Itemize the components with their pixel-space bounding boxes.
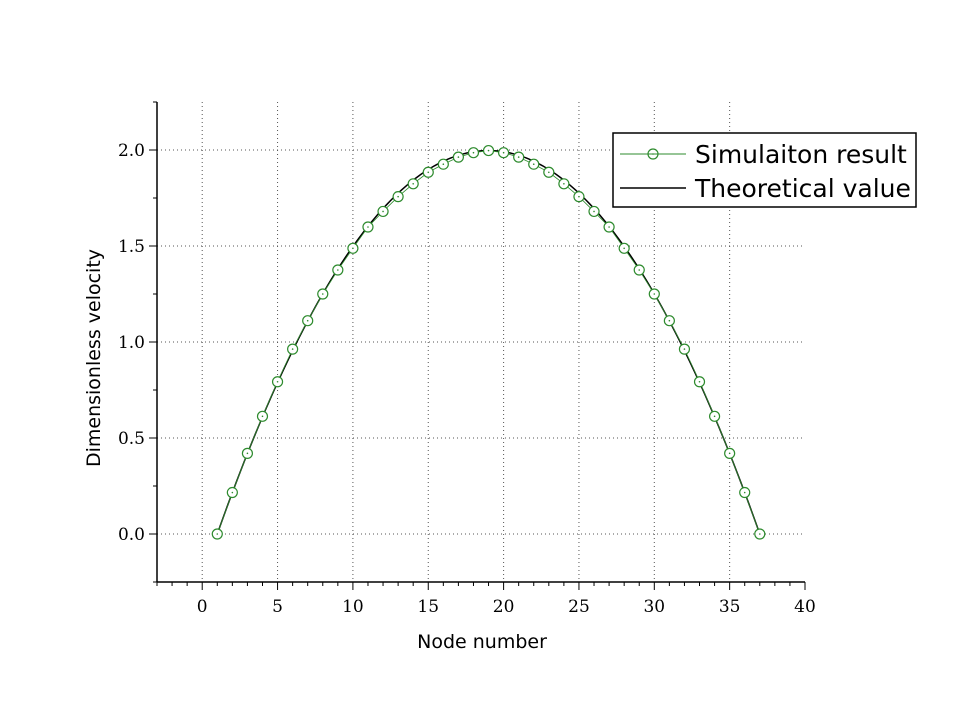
x-tick-label: 5 bbox=[272, 597, 283, 617]
simulation-point-center bbox=[352, 247, 354, 250]
simulation-point-center bbox=[276, 380, 279, 383]
x-tick-label: 10 bbox=[342, 597, 364, 617]
y-tick-label: 0.0 bbox=[118, 525, 145, 545]
simulation-point-center bbox=[382, 210, 384, 213]
simulation-point-center bbox=[412, 182, 414, 185]
simulation-point-center bbox=[216, 533, 219, 535]
simulation-point-center bbox=[502, 151, 505, 154]
simulation-point-center bbox=[246, 452, 249, 455]
theoretical-curve bbox=[216, 149, 761, 535]
simulation-point-center bbox=[487, 149, 490, 152]
legend-sim-label: Simulaiton result bbox=[695, 140, 907, 169]
y-tick-label: 1.5 bbox=[118, 237, 145, 257]
simulation-point-center bbox=[337, 269, 339, 271]
x-tick-label: 0 bbox=[197, 597, 208, 617]
simulation-point-center bbox=[306, 319, 309, 322]
x-tick-label: 20 bbox=[493, 597, 515, 617]
x-tick-label: 25 bbox=[568, 597, 590, 617]
simulation-point-center bbox=[427, 171, 430, 174]
ticks: 0 5 10 15 20 25 30 35 40 0.0 0.5 1.0 1.5 2.0 bbox=[118, 101, 816, 617]
simulation-point-center bbox=[653, 293, 656, 295]
simulation-point-center bbox=[397, 195, 399, 198]
x-tick-label: 35 bbox=[719, 597, 741, 617]
simulation-point-center bbox=[743, 491, 746, 494]
simulation-point-center bbox=[578, 195, 580, 198]
simulation-point-center bbox=[261, 415, 264, 418]
legend: Simulaiton result Theoretical value bbox=[612, 132, 917, 208]
x-tick-label: 40 bbox=[794, 597, 816, 617]
simulation-point-center bbox=[683, 348, 686, 350]
simulation-point-center bbox=[321, 293, 324, 295]
y-axis-title: Dimensionless velocity bbox=[83, 249, 105, 467]
y-tick-label: 2.0 bbox=[118, 141, 145, 161]
legend-sim-marker bbox=[647, 148, 659, 160]
y-tick-label: 1.0 bbox=[118, 333, 145, 353]
simulation-point-center bbox=[758, 533, 761, 535]
simulation-point-center bbox=[638, 269, 641, 271]
y-tick-label: 0.5 bbox=[118, 429, 145, 449]
simulation-point-center bbox=[623, 247, 625, 250]
simulation-point-center bbox=[367, 226, 369, 228]
legend-box bbox=[612, 132, 917, 208]
simulation-point-center bbox=[532, 163, 535, 166]
x-tick-label: 15 bbox=[417, 597, 439, 617]
x-tick-label: 30 bbox=[643, 597, 665, 617]
simulation-point-center bbox=[713, 415, 716, 418]
simulation-point-center bbox=[608, 226, 610, 228]
simulation-point-center bbox=[668, 319, 671, 322]
simulation-point-center bbox=[593, 210, 595, 213]
legend-theory-label: Theoretical value bbox=[694, 174, 911, 203]
simulation-line bbox=[216, 150, 761, 535]
simulation-point-center bbox=[517, 156, 520, 158]
legend-sim-marker-dot bbox=[652, 153, 654, 155]
simulation-point-center bbox=[563, 182, 565, 185]
simulation-point-center bbox=[548, 171, 550, 174]
simulation-point-center bbox=[231, 491, 234, 494]
simulation-point-center bbox=[728, 452, 731, 455]
simulation-point-center bbox=[698, 380, 701, 383]
theoretical-series bbox=[216, 149, 761, 535]
simulation-point-center bbox=[457, 156, 460, 158]
simulation-point-center bbox=[472, 151, 475, 154]
simulation-point-center bbox=[291, 348, 294, 350]
simulation-point-center bbox=[442, 163, 445, 166]
x-axis-title: Node number bbox=[417, 631, 547, 653]
simulation-series bbox=[211, 144, 766, 540]
